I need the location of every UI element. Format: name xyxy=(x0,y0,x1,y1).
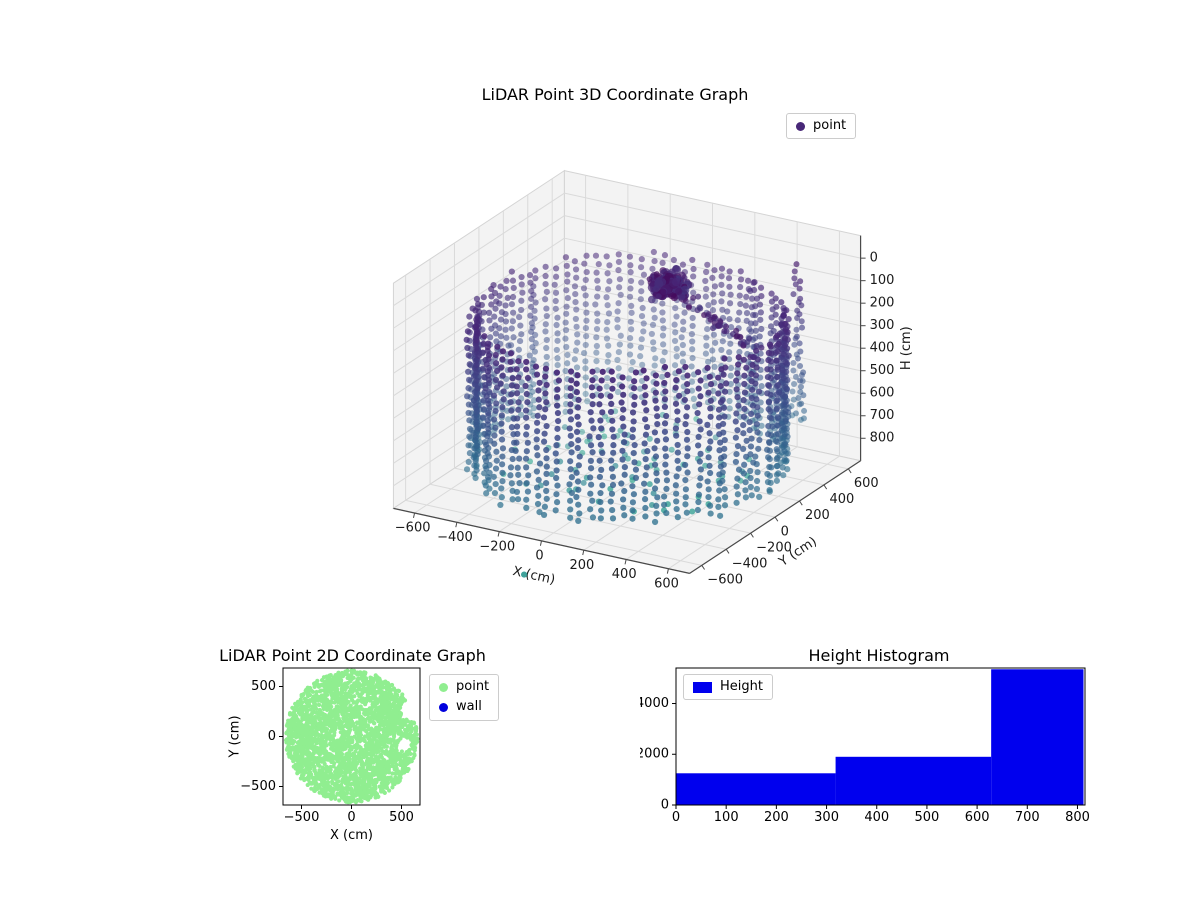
chart3d-canvas xyxy=(270,140,970,640)
height-swatch-icon xyxy=(693,681,712,693)
point-2d-marker-icon xyxy=(439,682,448,692)
hist-canvas xyxy=(640,640,1120,860)
chart2d-canvas xyxy=(200,640,560,860)
wall-marker-icon xyxy=(439,702,448,712)
chart3d-title: LiDAR Point 3D Coordinate Graph xyxy=(481,85,749,104)
point-marker-icon xyxy=(796,121,805,131)
chart2d-legend: point wall xyxy=(429,674,500,721)
chart3d-legend: point xyxy=(786,113,857,140)
legend-label-point-3d: point xyxy=(813,118,847,133)
legend-label-point-2d: point xyxy=(456,679,490,694)
legend-item-point-2d: point xyxy=(439,679,489,695)
legend-item-point-3d: point xyxy=(796,118,846,134)
legend-label-wall-2d: wall xyxy=(456,699,482,715)
legend-item-height: Height xyxy=(693,679,763,695)
legend-label-height: Height xyxy=(720,679,763,694)
hist-legend: Height xyxy=(683,674,773,701)
legend-item-wall-2d: wall xyxy=(439,699,489,715)
